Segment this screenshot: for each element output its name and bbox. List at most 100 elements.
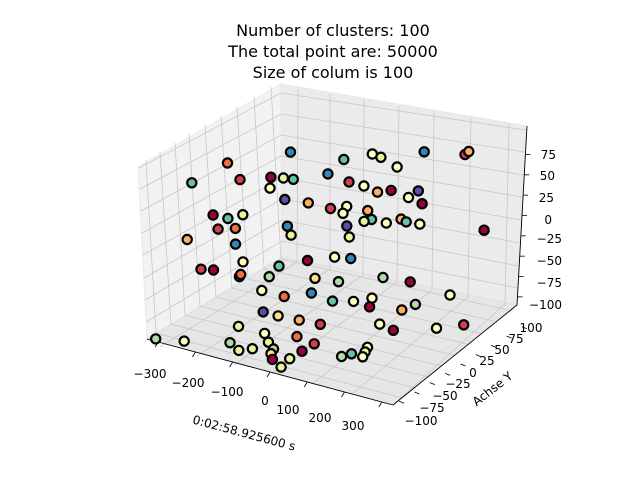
y-tick-label: 0: [469, 366, 477, 380]
scatter-point: [305, 287, 318, 299]
scatter-point: [328, 251, 341, 263]
x-tick-label: 100: [277, 403, 300, 417]
x-grid-line: [159, 88, 299, 348]
scatter-point: [207, 209, 219, 221]
scatter-point: [362, 204, 374, 217]
scatter-point: [343, 231, 355, 243]
x-tick-label: −100: [211, 385, 244, 399]
y-grid-line: [188, 133, 442, 367]
scatter-point: [233, 344, 245, 357]
z-grid-line: [139, 113, 525, 190]
scatter-point: [301, 254, 314, 267]
z-tick-label: 25: [539, 191, 554, 205]
tick-mark: [506, 335, 512, 339]
z-grid-line: [145, 240, 519, 323]
y-tick-label: 25: [479, 354, 494, 368]
scatter-point: [272, 310, 284, 322]
z-grid-line: [144, 219, 520, 301]
tick-mark: [398, 400, 405, 404]
x-tick-label: 200: [309, 411, 332, 425]
tick-mark: [445, 372, 451, 376]
z-tick-label: 50: [540, 169, 555, 183]
x-grid-line: [233, 99, 365, 366]
scatter-point: [186, 177, 198, 189]
scatter-point: [385, 184, 397, 197]
scatter-point: [296, 345, 308, 357]
scatter-point: [181, 233, 193, 246]
scatter-point: [418, 146, 430, 158]
z-tick-label: −50: [537, 254, 562, 268]
y-tick-label: 100: [520, 321, 543, 335]
scatter-point: [341, 220, 353, 232]
scatter-point: [279, 193, 291, 206]
title-line-1: Number of clusters: 100: [236, 21, 430, 40]
scatter-point: [416, 197, 428, 210]
scatter-point: [264, 182, 276, 194]
scatter-point: [275, 361, 287, 373]
x-grid-line: [351, 117, 472, 395]
z-grid-line: [141, 155, 523, 234]
chart-title: Number of clusters: 100 The total point …: [227, 21, 438, 82]
scatter-point: [291, 330, 303, 343]
scatter-point: [257, 306, 269, 318]
scatter-point: [232, 320, 245, 333]
scatter-point: [222, 212, 234, 225]
tick-mark: [378, 401, 383, 408]
scatter-point: [149, 333, 162, 345]
x-grid-line: [392, 123, 510, 406]
y-grid-line: [159, 151, 416, 389]
tick-mark: [192, 351, 196, 358]
scatter-point: [345, 252, 357, 265]
scatter-point: [374, 318, 386, 330]
scatter-point: [324, 202, 337, 215]
scatter-point: [263, 271, 275, 283]
scatter-point: [234, 268, 247, 281]
scatter-point: [195, 263, 207, 275]
scatter-point: [338, 153, 350, 166]
z-tick-label: 0: [544, 213, 552, 227]
scatter-point: [281, 220, 294, 232]
scatter-point: [237, 208, 249, 221]
scatter-point: [178, 335, 190, 347]
z-tick-label: −100: [529, 298, 562, 312]
y-grid-line: [145, 159, 403, 399]
scatter-point: [404, 276, 416, 288]
scatter-points: [149, 145, 490, 373]
scatter-point: [391, 161, 403, 173]
scatter-point: [463, 145, 475, 158]
scatter-point: [308, 338, 320, 350]
scatter-point: [371, 186, 384, 198]
scatter-point: [357, 351, 369, 363]
scatter-point: [284, 353, 296, 365]
scatter-point: [302, 197, 314, 209]
scatter-point: [234, 173, 246, 186]
x-tick-label: 300: [342, 419, 365, 433]
scatter-point: [224, 337, 236, 349]
scatter-point: [265, 171, 277, 183]
scatter-point: [221, 157, 234, 169]
scatter-point: [358, 180, 370, 192]
scatter-point: [246, 343, 259, 355]
scatter-point: [377, 271, 389, 284]
scatter-point: [285, 229, 297, 241]
scatter-point: [380, 217, 392, 229]
scatter-point: [237, 256, 249, 268]
scatter-point: [337, 207, 349, 219]
x-tick-label: −300: [134, 367, 167, 381]
y-tick-label: 75: [508, 332, 523, 346]
scatter-point: [278, 290, 290, 303]
tick-mark: [414, 391, 420, 395]
y-tick-label: −50: [432, 389, 457, 403]
tick-mark: [475, 354, 481, 358]
tick-mark: [229, 361, 234, 368]
scatter-point: [266, 353, 279, 366]
scatter-point: [444, 289, 456, 301]
scatter-point: [430, 322, 443, 334]
scatter-point: [414, 218, 426, 230]
y-tick-label: −100: [405, 414, 438, 428]
z-tick-labels: −100 −75 −50 −25 0 25 50 75: [529, 148, 562, 312]
y-tick-label: −25: [445, 377, 470, 391]
scatter-point: [335, 350, 348, 363]
x-tick-labels: −300 −200 −100 0 100 200 300: [134, 367, 365, 433]
